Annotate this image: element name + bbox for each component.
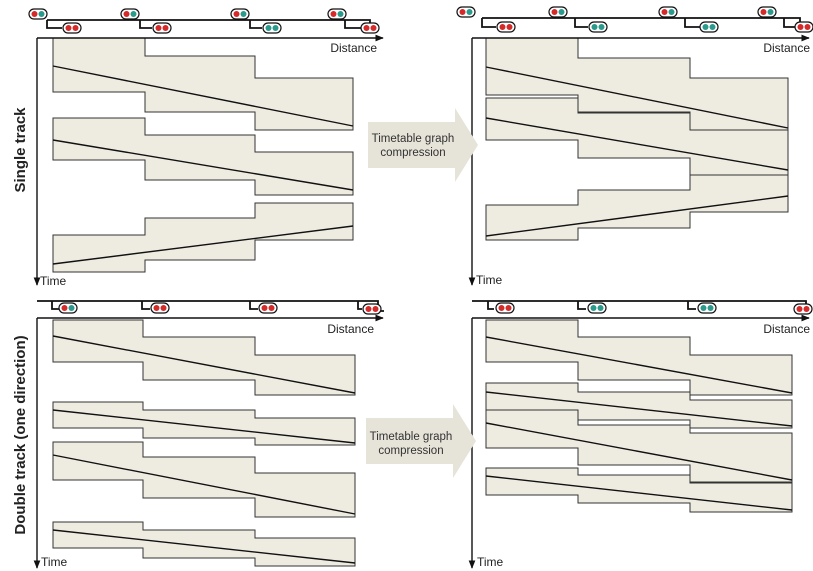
train-path xyxy=(485,117,789,171)
signal-icon xyxy=(793,303,813,315)
signal-icon xyxy=(587,302,607,314)
row-title-double: Double track (one direction) xyxy=(12,335,29,534)
arrow-text-line1: Timetable graph xyxy=(370,431,453,443)
panel-single-track-original: Distance Time xyxy=(28,8,384,288)
train-path xyxy=(485,336,793,394)
signal-icon xyxy=(230,8,250,20)
train-path xyxy=(485,475,793,511)
train-path xyxy=(485,391,793,427)
blocking-staircase xyxy=(485,174,789,241)
signal-icon xyxy=(28,8,48,20)
compression-arrow-double: Timetable graph compression xyxy=(366,404,476,478)
distance-label: Distance xyxy=(327,322,374,336)
signal-icon xyxy=(262,22,282,34)
signal-icon xyxy=(456,6,476,18)
time-label: Time xyxy=(40,274,67,288)
blocking-staircase xyxy=(52,521,356,567)
signal-icon xyxy=(496,21,516,33)
train-path xyxy=(52,335,356,394)
signal-icon xyxy=(548,6,568,18)
signal-icon xyxy=(362,303,382,315)
panel-single-track-compressed: Distance Time xyxy=(456,6,813,287)
time-label: Time xyxy=(41,555,68,569)
signal-icon xyxy=(495,302,515,314)
train-path xyxy=(52,409,356,444)
compression-arrow-single: Timetable graph compression xyxy=(368,108,478,182)
blocking-staircase xyxy=(52,117,354,196)
panel-double-track-original: Distance Time xyxy=(33,300,384,569)
train-path xyxy=(485,422,793,481)
panel-double-track-compressed: Distance Time xyxy=(468,300,813,569)
train-path xyxy=(52,454,356,515)
train-path xyxy=(485,195,789,237)
signal-icon xyxy=(120,8,140,20)
signal-icon xyxy=(258,302,278,314)
train-path xyxy=(52,139,354,191)
signal-icon xyxy=(62,22,82,34)
signal-icon xyxy=(360,22,380,34)
blocking-staircase xyxy=(485,409,793,483)
arrow-text-line2: compression xyxy=(378,445,443,457)
signal-icon xyxy=(697,302,717,314)
train-path xyxy=(485,66,789,129)
blocking-staircase xyxy=(52,37,354,131)
signal-icon xyxy=(588,21,608,33)
time-label: Time xyxy=(476,273,503,287)
train-path xyxy=(52,529,356,564)
distance-label: Distance xyxy=(763,322,810,336)
blocking-staircase xyxy=(52,441,356,518)
signal-icon xyxy=(327,8,347,20)
signal-icon xyxy=(794,21,813,33)
train-path xyxy=(52,65,354,127)
time-label: Time xyxy=(477,555,504,569)
signal-icon xyxy=(150,302,170,314)
row-title-single: Single track xyxy=(12,107,29,193)
signal-icon xyxy=(58,302,78,314)
signal-icon xyxy=(658,6,678,18)
blocking-staircase xyxy=(52,319,356,396)
distance-label: Distance xyxy=(763,41,810,55)
arrow-text-line1: Timetable graph xyxy=(372,133,455,145)
signal-icon xyxy=(699,21,719,33)
track-line xyxy=(46,19,378,29)
signal-icon xyxy=(152,22,172,34)
blocking-staircase xyxy=(52,202,354,273)
arrow-text-line2: compression xyxy=(380,147,445,159)
train-path xyxy=(52,225,354,265)
blocking-staircase xyxy=(485,319,793,396)
distance-label: Distance xyxy=(330,41,377,55)
signal-icon xyxy=(757,6,777,18)
